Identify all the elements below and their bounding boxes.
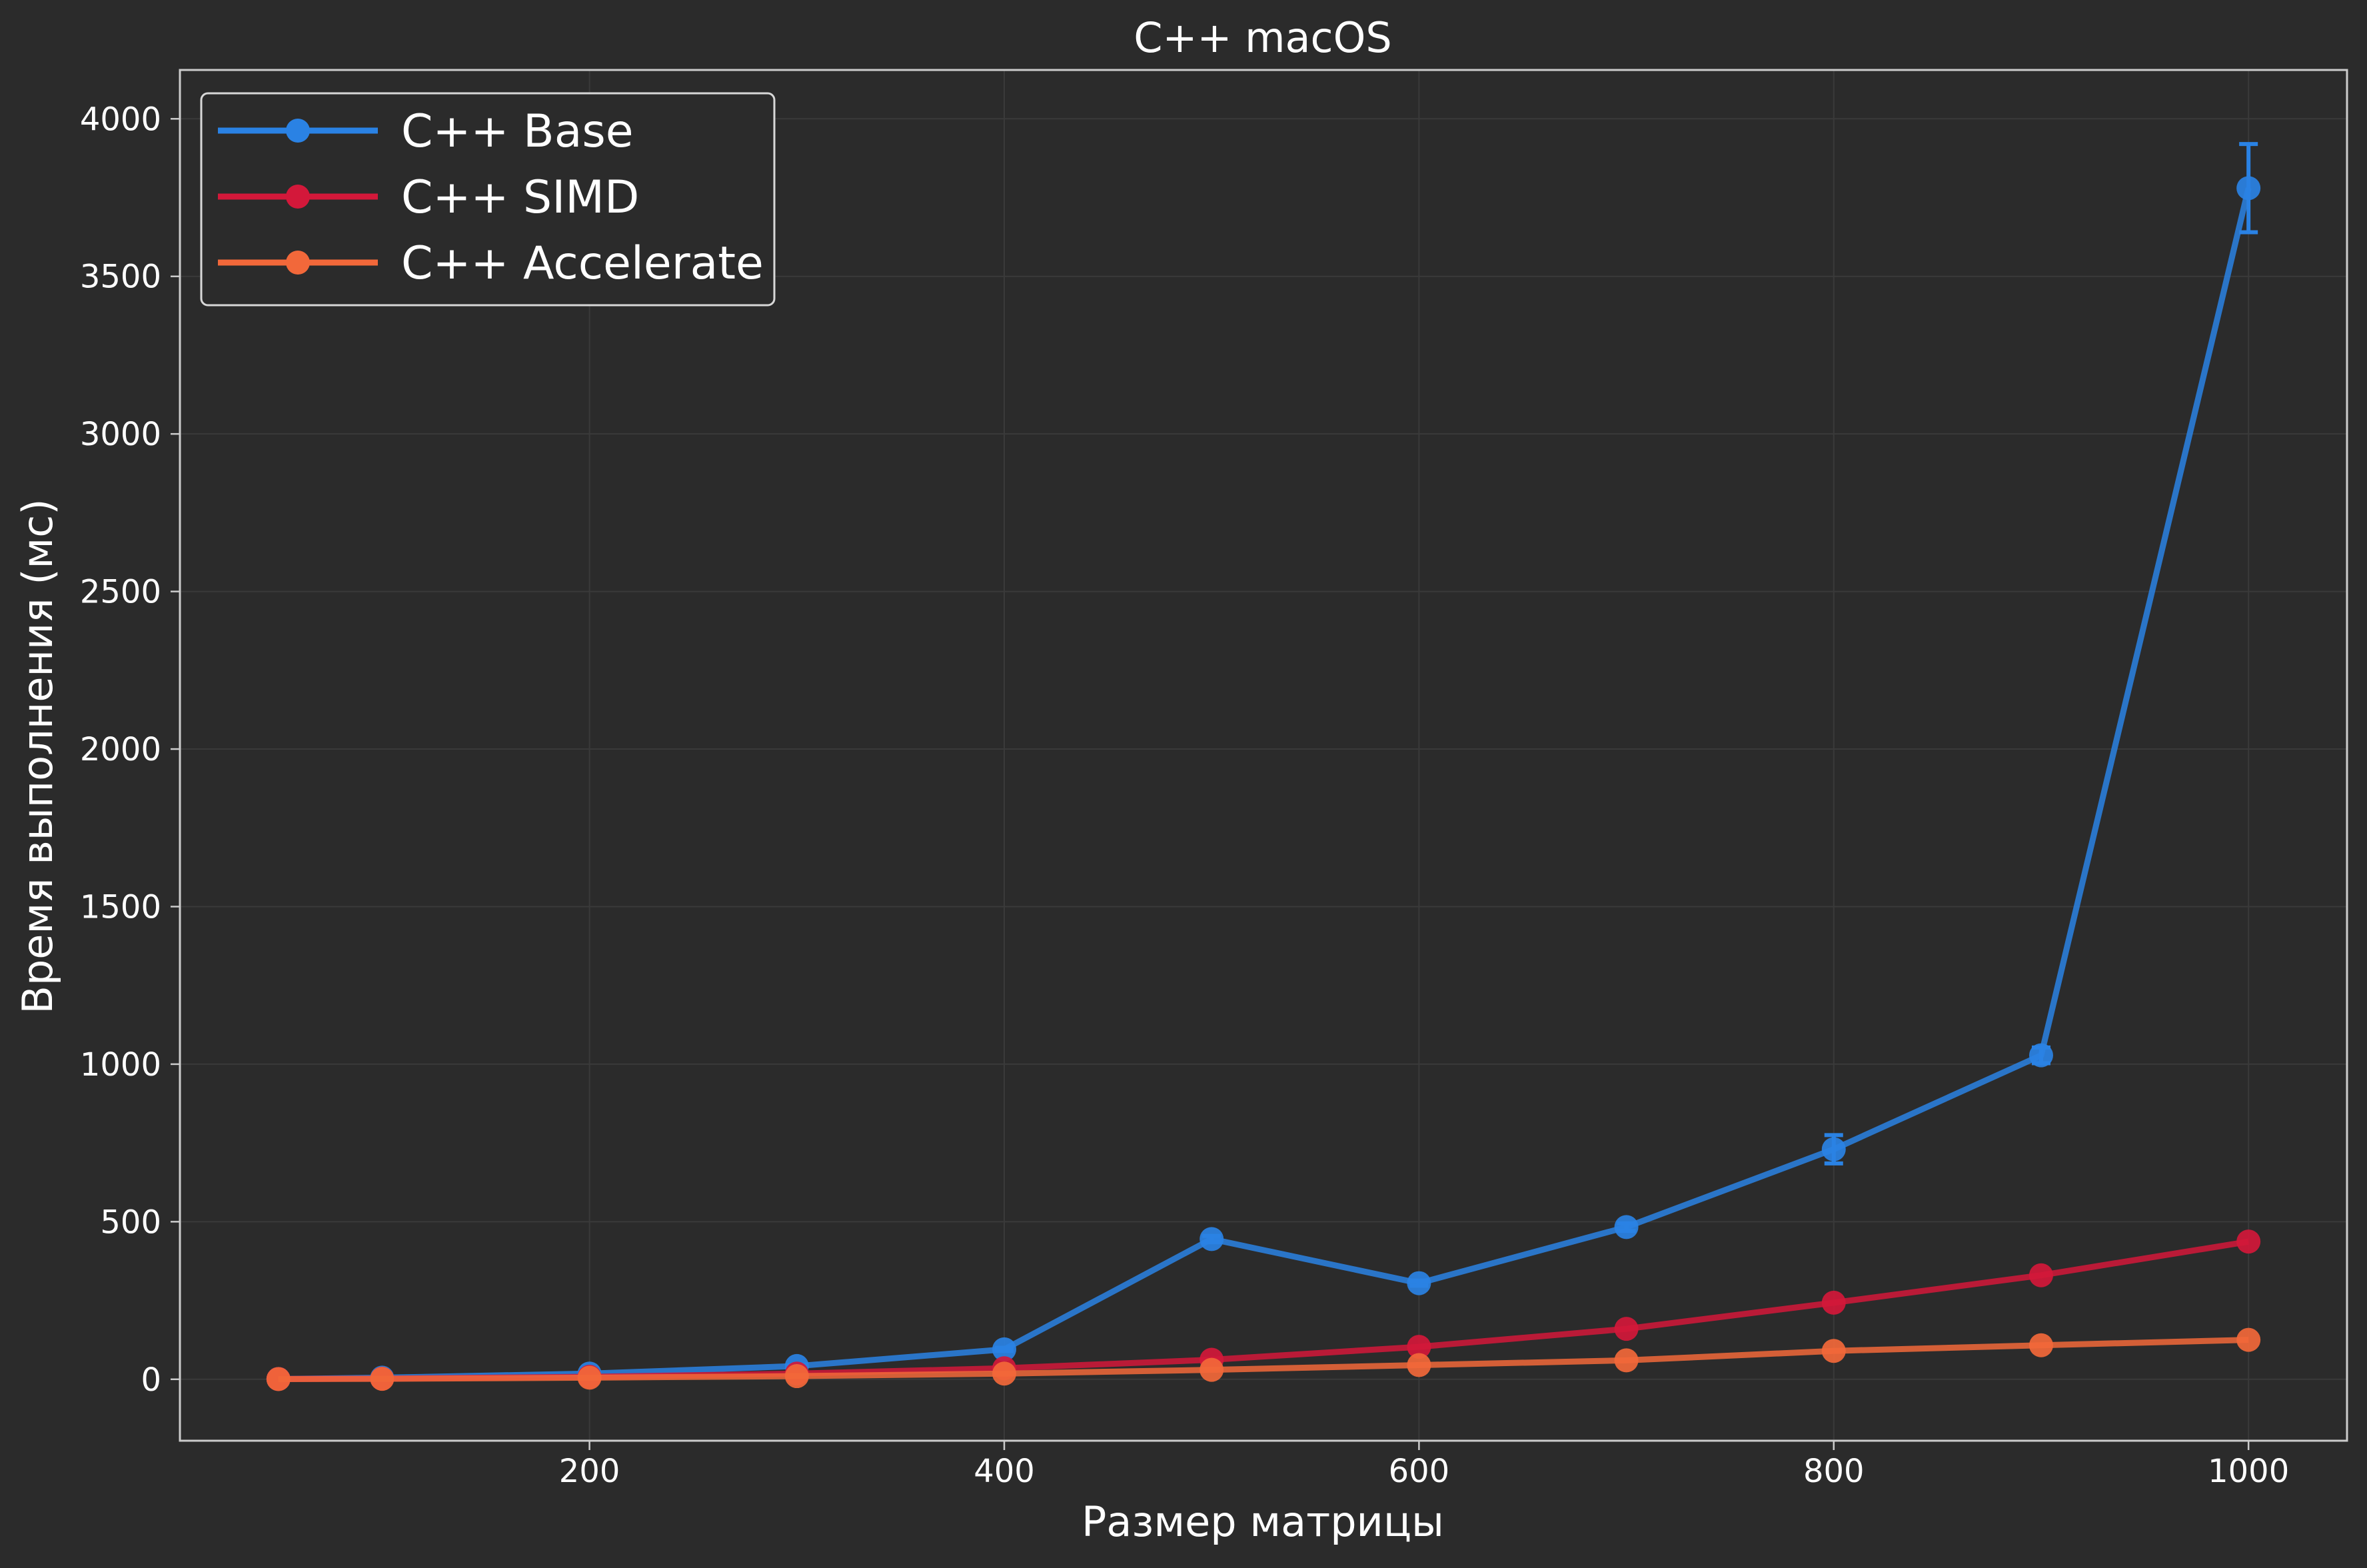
data-point bbox=[1614, 1215, 1639, 1239]
x-tick-label: 800 bbox=[1803, 1453, 1865, 1490]
x-tick-label: 1000 bbox=[2208, 1453, 2289, 1490]
x-tick-label: 400 bbox=[974, 1453, 1035, 1490]
x-tick-label: 600 bbox=[1389, 1453, 1450, 1490]
chart-title: C++ macOS bbox=[1134, 13, 1392, 62]
y-tick-label: 3000 bbox=[80, 416, 161, 453]
data-point bbox=[1199, 1357, 1224, 1382]
series-layer bbox=[266, 142, 2261, 1391]
data-point bbox=[2028, 1333, 2053, 1357]
data-point bbox=[1407, 1335, 1431, 1359]
x-tick-label: 200 bbox=[559, 1453, 620, 1490]
y-tick-label: 4000 bbox=[80, 101, 161, 138]
y-tick-label: 2500 bbox=[80, 574, 161, 611]
axis-ticks: 200 400 600 800 1000 0 500 1000 1500 2000 2500 3000… bbox=[80, 101, 2289, 1490]
data-point bbox=[1821, 1339, 1846, 1363]
y-axis-label: Время выполнения (мс) bbox=[13, 498, 62, 1014]
legend-item: C++ Base bbox=[218, 105, 634, 158]
data-point bbox=[1614, 1348, 1639, 1373]
legend-marker bbox=[286, 251, 310, 275]
data-point bbox=[992, 1361, 1017, 1386]
legend-label: C++ SIMD bbox=[401, 171, 639, 224]
legend-label: C++ Base bbox=[401, 105, 634, 158]
data-point bbox=[370, 1367, 394, 1391]
grid bbox=[180, 70, 2347, 1441]
legend-label: C++ Accelerate bbox=[401, 237, 764, 290]
legend-item: C++ Accelerate bbox=[218, 237, 764, 290]
data-point bbox=[577, 1365, 602, 1390]
legend: C++ Base C++ SIMD C++ Accelerate bbox=[200, 92, 776, 307]
y-tick-label: 3500 bbox=[80, 259, 161, 296]
data-point bbox=[1407, 1353, 1431, 1377]
data-point bbox=[1821, 1137, 1846, 1162]
legend-item: C++ SIMD bbox=[218, 171, 639, 224]
data-point bbox=[2236, 1327, 2261, 1352]
data-point bbox=[1821, 1290, 1846, 1315]
y-tick-label: 0 bbox=[141, 1361, 161, 1399]
series-3 bbox=[266, 1327, 2261, 1391]
data-point bbox=[1614, 1317, 1639, 1341]
data-point bbox=[2236, 176, 2261, 201]
data-point bbox=[1199, 1227, 1224, 1251]
legend-box bbox=[200, 92, 776, 307]
y-tick-label: 1000 bbox=[80, 1046, 161, 1084]
plot-area bbox=[179, 69, 2348, 1442]
legend-marker bbox=[286, 119, 310, 143]
data-point bbox=[266, 1367, 291, 1391]
y-tick-label: 1500 bbox=[80, 888, 161, 926]
x-axis-label: Размер матрицы bbox=[1082, 1497, 1444, 1546]
data-point bbox=[784, 1364, 809, 1389]
y-tick-label: 500 bbox=[100, 1203, 161, 1241]
legend-marker bbox=[286, 185, 310, 209]
data-point bbox=[2236, 1229, 2261, 1254]
data-point bbox=[2028, 1043, 2053, 1068]
data-point bbox=[1407, 1271, 1431, 1295]
data-point bbox=[992, 1337, 1017, 1361]
y-tick-label: 2000 bbox=[80, 731, 161, 768]
data-point bbox=[2028, 1263, 2053, 1287]
